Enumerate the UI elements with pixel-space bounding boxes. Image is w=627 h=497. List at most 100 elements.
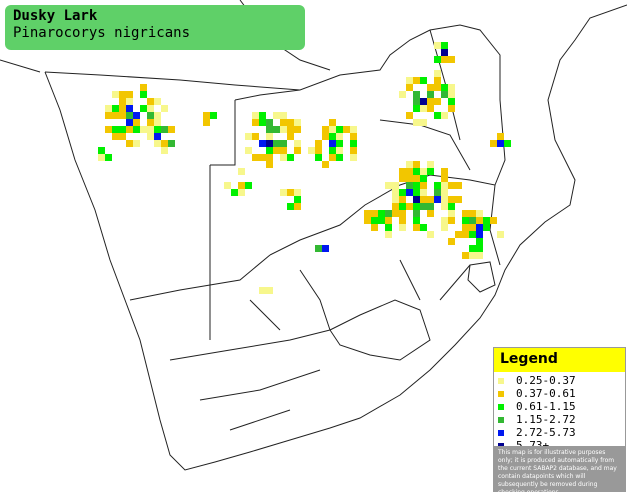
- range-cell: [385, 182, 392, 189]
- range-cell: [413, 168, 420, 175]
- range-cell: [98, 154, 105, 161]
- range-cell: [154, 133, 161, 140]
- range-cell: [469, 245, 476, 252]
- range-cell: [287, 133, 294, 140]
- range-cell: [273, 147, 280, 154]
- range-cell: [462, 252, 469, 259]
- range-cell: [448, 84, 455, 91]
- range-cell: [406, 161, 413, 168]
- range-cell: [329, 147, 336, 154]
- range-cell: [476, 231, 483, 238]
- range-cell: [406, 182, 413, 189]
- range-cell: [259, 112, 266, 119]
- range-cell: [476, 217, 483, 224]
- range-cell: [378, 217, 385, 224]
- range-cell: [434, 77, 441, 84]
- range-cell: [280, 154, 287, 161]
- range-cell: [504, 140, 511, 147]
- range-cell: [350, 126, 357, 133]
- range-cell: [315, 154, 322, 161]
- range-cell: [427, 91, 434, 98]
- range-cell: [210, 112, 217, 119]
- range-cell: [371, 210, 378, 217]
- range-cell: [280, 189, 287, 196]
- range-cell: [455, 196, 462, 203]
- range-cell: [147, 133, 154, 140]
- range-cell: [427, 161, 434, 168]
- range-cell: [399, 224, 406, 231]
- legend-item: 2.72-5.73: [494, 426, 625, 439]
- range-cell: [161, 140, 168, 147]
- legend-label: 0.37-0.61: [516, 387, 576, 400]
- range-cell: [329, 119, 336, 126]
- range-cell: [161, 105, 168, 112]
- range-cell: [399, 196, 406, 203]
- namibia-border: [209, 89, 301, 340]
- range-cell: [154, 126, 161, 133]
- range-cell: [126, 98, 133, 105]
- range-cell: [385, 224, 392, 231]
- range-cell: [168, 140, 175, 147]
- range-cell: [413, 98, 420, 105]
- range-cell: [413, 161, 420, 168]
- range-cell: [469, 231, 476, 238]
- legend-item: 0.61-1.15: [494, 400, 625, 413]
- range-cell: [413, 196, 420, 203]
- coastline: [44, 4, 627, 471]
- range-cell: [119, 133, 126, 140]
- range-cell: [343, 126, 350, 133]
- legend-label: 1.15-2.72: [516, 413, 576, 426]
- range-cell: [161, 126, 168, 133]
- range-cell: [364, 217, 371, 224]
- legend-swatch: [498, 442, 504, 449]
- range-cell: [469, 224, 476, 231]
- range-cell: [392, 196, 399, 203]
- range-cell: [140, 126, 147, 133]
- range-cell: [441, 84, 448, 91]
- range-cell: [399, 168, 406, 175]
- range-cell: [434, 70, 441, 77]
- range-cell: [427, 210, 434, 217]
- range-cell: [133, 126, 140, 133]
- range-cell: [273, 112, 280, 119]
- range-cell: [434, 84, 441, 91]
- range-cell: [147, 98, 154, 105]
- range-cell: [420, 98, 427, 105]
- range-cell: [287, 189, 294, 196]
- subtitle: Pinarocorys nigricans: [13, 25, 191, 41]
- north-border: [44, 24, 506, 186]
- range-cell: [427, 196, 434, 203]
- range-cell: [287, 126, 294, 133]
- range-cell: [406, 112, 413, 119]
- range-cell: [420, 182, 427, 189]
- range-cell: [329, 154, 336, 161]
- range-cell: [105, 154, 112, 161]
- range-cell: [245, 182, 252, 189]
- range-cell: [413, 203, 420, 210]
- range-cell: [105, 126, 112, 133]
- range-cell: [378, 210, 385, 217]
- range-cell: [112, 133, 119, 140]
- range-cell: [476, 238, 483, 245]
- eswatini: [467, 261, 496, 293]
- range-cell: [126, 105, 133, 112]
- range-cell: [112, 126, 119, 133]
- range-cell: [406, 189, 413, 196]
- range-cell: [448, 217, 455, 224]
- range-cell: [126, 91, 133, 98]
- range-cell: [441, 196, 448, 203]
- range-cell: [266, 147, 273, 154]
- range-cell: [280, 140, 287, 147]
- range-cell: [476, 224, 483, 231]
- range-cell: [413, 91, 420, 98]
- range-cell: [469, 217, 476, 224]
- range-cell: [441, 168, 448, 175]
- range-cell: [336, 140, 343, 147]
- range-cell: [413, 105, 420, 112]
- province-borders: [169, 259, 471, 431]
- range-cell: [434, 189, 441, 196]
- range-cell: [231, 189, 238, 196]
- legend-title: Legend: [494, 348, 625, 372]
- range-cell: [434, 42, 441, 49]
- range-cell: [294, 119, 301, 126]
